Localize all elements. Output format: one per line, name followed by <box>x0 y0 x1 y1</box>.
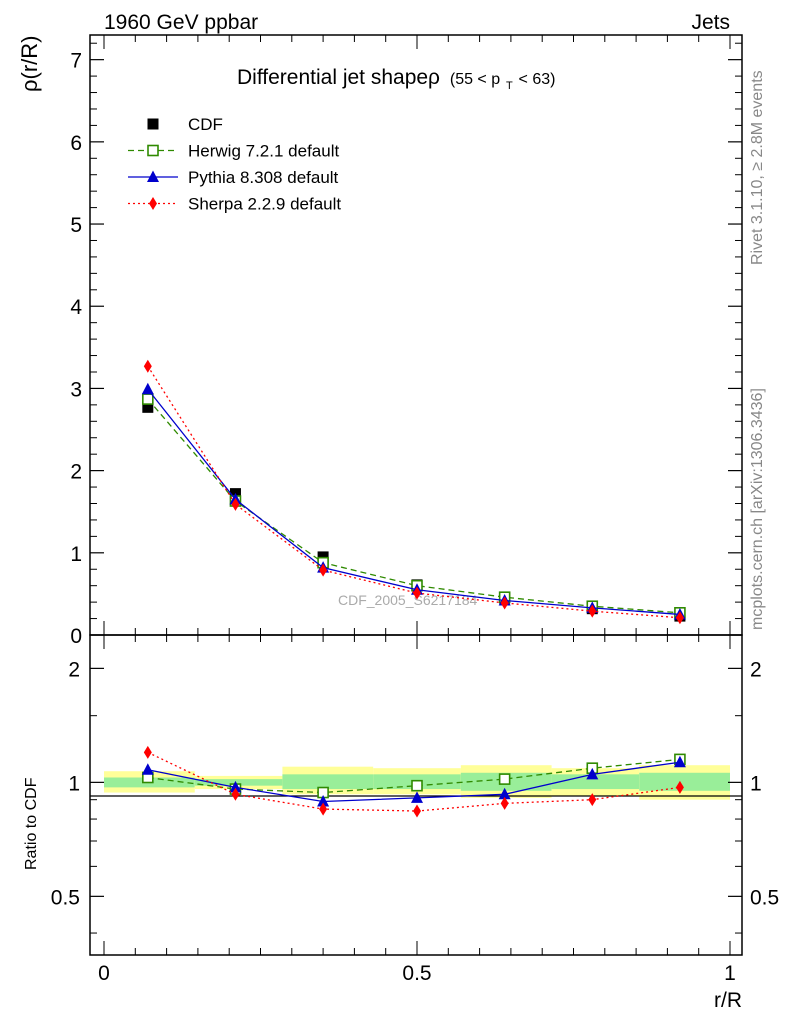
x-axis-label: r/R <box>714 989 742 1012</box>
main-y-axis-label: ρ(r/R) <box>17 36 42 93</box>
ratio-data-point <box>411 791 423 803</box>
data-point <box>231 497 240 511</box>
data-point <box>141 382 154 395</box>
data-point <box>142 401 154 413</box>
x-axis: 0 0.5 1 <box>98 635 736 985</box>
legend-marker <box>147 144 159 157</box>
chart-title-sub-tail: < 63) <box>519 71 556 88</box>
band-green <box>639 772 730 791</box>
legend-label: Sherpa 2.2.9 default <box>188 195 341 214</box>
legend-item: Herwig 7.2.1 default <box>128 142 339 161</box>
chart-title-main: Differential jet shapeρ <box>237 66 440 89</box>
ratio-series-group <box>141 745 686 818</box>
ratio-data-point <box>411 779 423 792</box>
legend-item: Pythia 8.308 default <box>128 168 339 187</box>
ratio-y-tick-label-right: 2 <box>750 658 762 681</box>
main-series-group <box>141 359 686 625</box>
ratio-series-pythia <box>141 755 686 807</box>
ratio-data-point <box>141 763 154 775</box>
ratio-data-point <box>319 802 328 816</box>
ratio-panel: 0.5 0.51 12 2 0 0.5 1 Ratio to CDF r/R <box>23 634 779 1012</box>
main-y-axis: 0 1 2 3 4 5 6 7 <box>70 35 742 648</box>
legend-label: Herwig 7.2.1 default <box>188 142 339 161</box>
ratio-panel-frame <box>89 634 743 956</box>
rivet-version-label: Rivet 3.1.10, ≥ 2.8M events <box>749 70 766 265</box>
ratio-data-point <box>498 773 511 785</box>
chart-title-sub: (55 < p <box>450 71 500 88</box>
ratio-series-sherpa <box>143 745 684 818</box>
band-green <box>282 774 374 790</box>
legend-label: Pythia 8.308 default <box>188 168 339 187</box>
data-point <box>413 586 421 600</box>
ratio-y-tick-label: 1 <box>68 772 80 795</box>
y-tick-label: 6 <box>70 132 82 155</box>
ratio-y-tick-label-right: 1 <box>750 772 762 795</box>
series-herwig <box>142 393 686 619</box>
y-tick-label: 0 <box>70 625 82 648</box>
legend-marker <box>149 197 157 210</box>
data-point <box>143 359 152 373</box>
ratio-y-tick-label: 2 <box>68 658 80 681</box>
ratio-data-point <box>675 780 684 794</box>
ratio-data-point <box>317 795 330 807</box>
ratio-y-axis: 0.5 0.5 1 1 2 2 <box>51 658 779 934</box>
ratio-data-point <box>500 796 509 810</box>
ratio-y-axis-label: Ratio to CDF <box>23 777 40 870</box>
data-point <box>500 596 509 610</box>
ratio-data-point <box>229 780 242 793</box>
legend: CDF Herwig 7.2.1 default Pythia 8.308 defa… <box>128 115 341 214</box>
data-point <box>319 563 328 577</box>
chart-title: Differential jet shapeρ (55 < p T < 63) <box>237 66 555 94</box>
mcplots-label: mcplots.cern.ch [arXiv:1306.3436] <box>749 388 766 630</box>
band-green <box>194 779 283 786</box>
data-point <box>675 611 684 625</box>
y-tick-label: 3 <box>70 378 82 401</box>
ratio-y-tick-label: 0.5 <box>51 886 80 909</box>
y-tick-label: 4 <box>70 296 82 319</box>
y-tick-label: 5 <box>70 214 82 237</box>
legend-label: CDF <box>188 115 223 134</box>
legend-marker <box>147 118 159 130</box>
ratio-data-point <box>143 745 152 759</box>
ratio-data-point <box>231 787 240 801</box>
x-tick-label: 0.5 <box>402 962 431 985</box>
header-jets-label: Jets <box>691 11 730 34</box>
ratio-data-point <box>588 793 597 807</box>
header-energy-label: 1960 GeV ppbar <box>104 11 258 34</box>
ratio-y-tick-label-right: 0.5 <box>750 886 779 909</box>
x-tick-label: 1 <box>724 962 736 985</box>
data-point <box>588 604 597 618</box>
y-tick-label: 1 <box>70 543 82 566</box>
ratio-data-point <box>673 755 686 768</box>
chart-title-sub-index: T <box>506 80 513 92</box>
ratio-data-point <box>413 804 421 818</box>
legend-item: Sherpa 2.2.9 default <box>128 195 341 214</box>
x-tick-label: 0 <box>98 962 110 985</box>
data-point <box>142 393 154 405</box>
legend-marker <box>147 170 159 182</box>
ratio-data-point <box>498 787 511 800</box>
series-sherpa <box>143 359 684 625</box>
y-tick-label: 2 <box>70 461 82 484</box>
y-tick-label: 7 <box>70 50 82 73</box>
legend-item: CDF <box>147 115 223 134</box>
ratio-data-point <box>586 767 599 780</box>
